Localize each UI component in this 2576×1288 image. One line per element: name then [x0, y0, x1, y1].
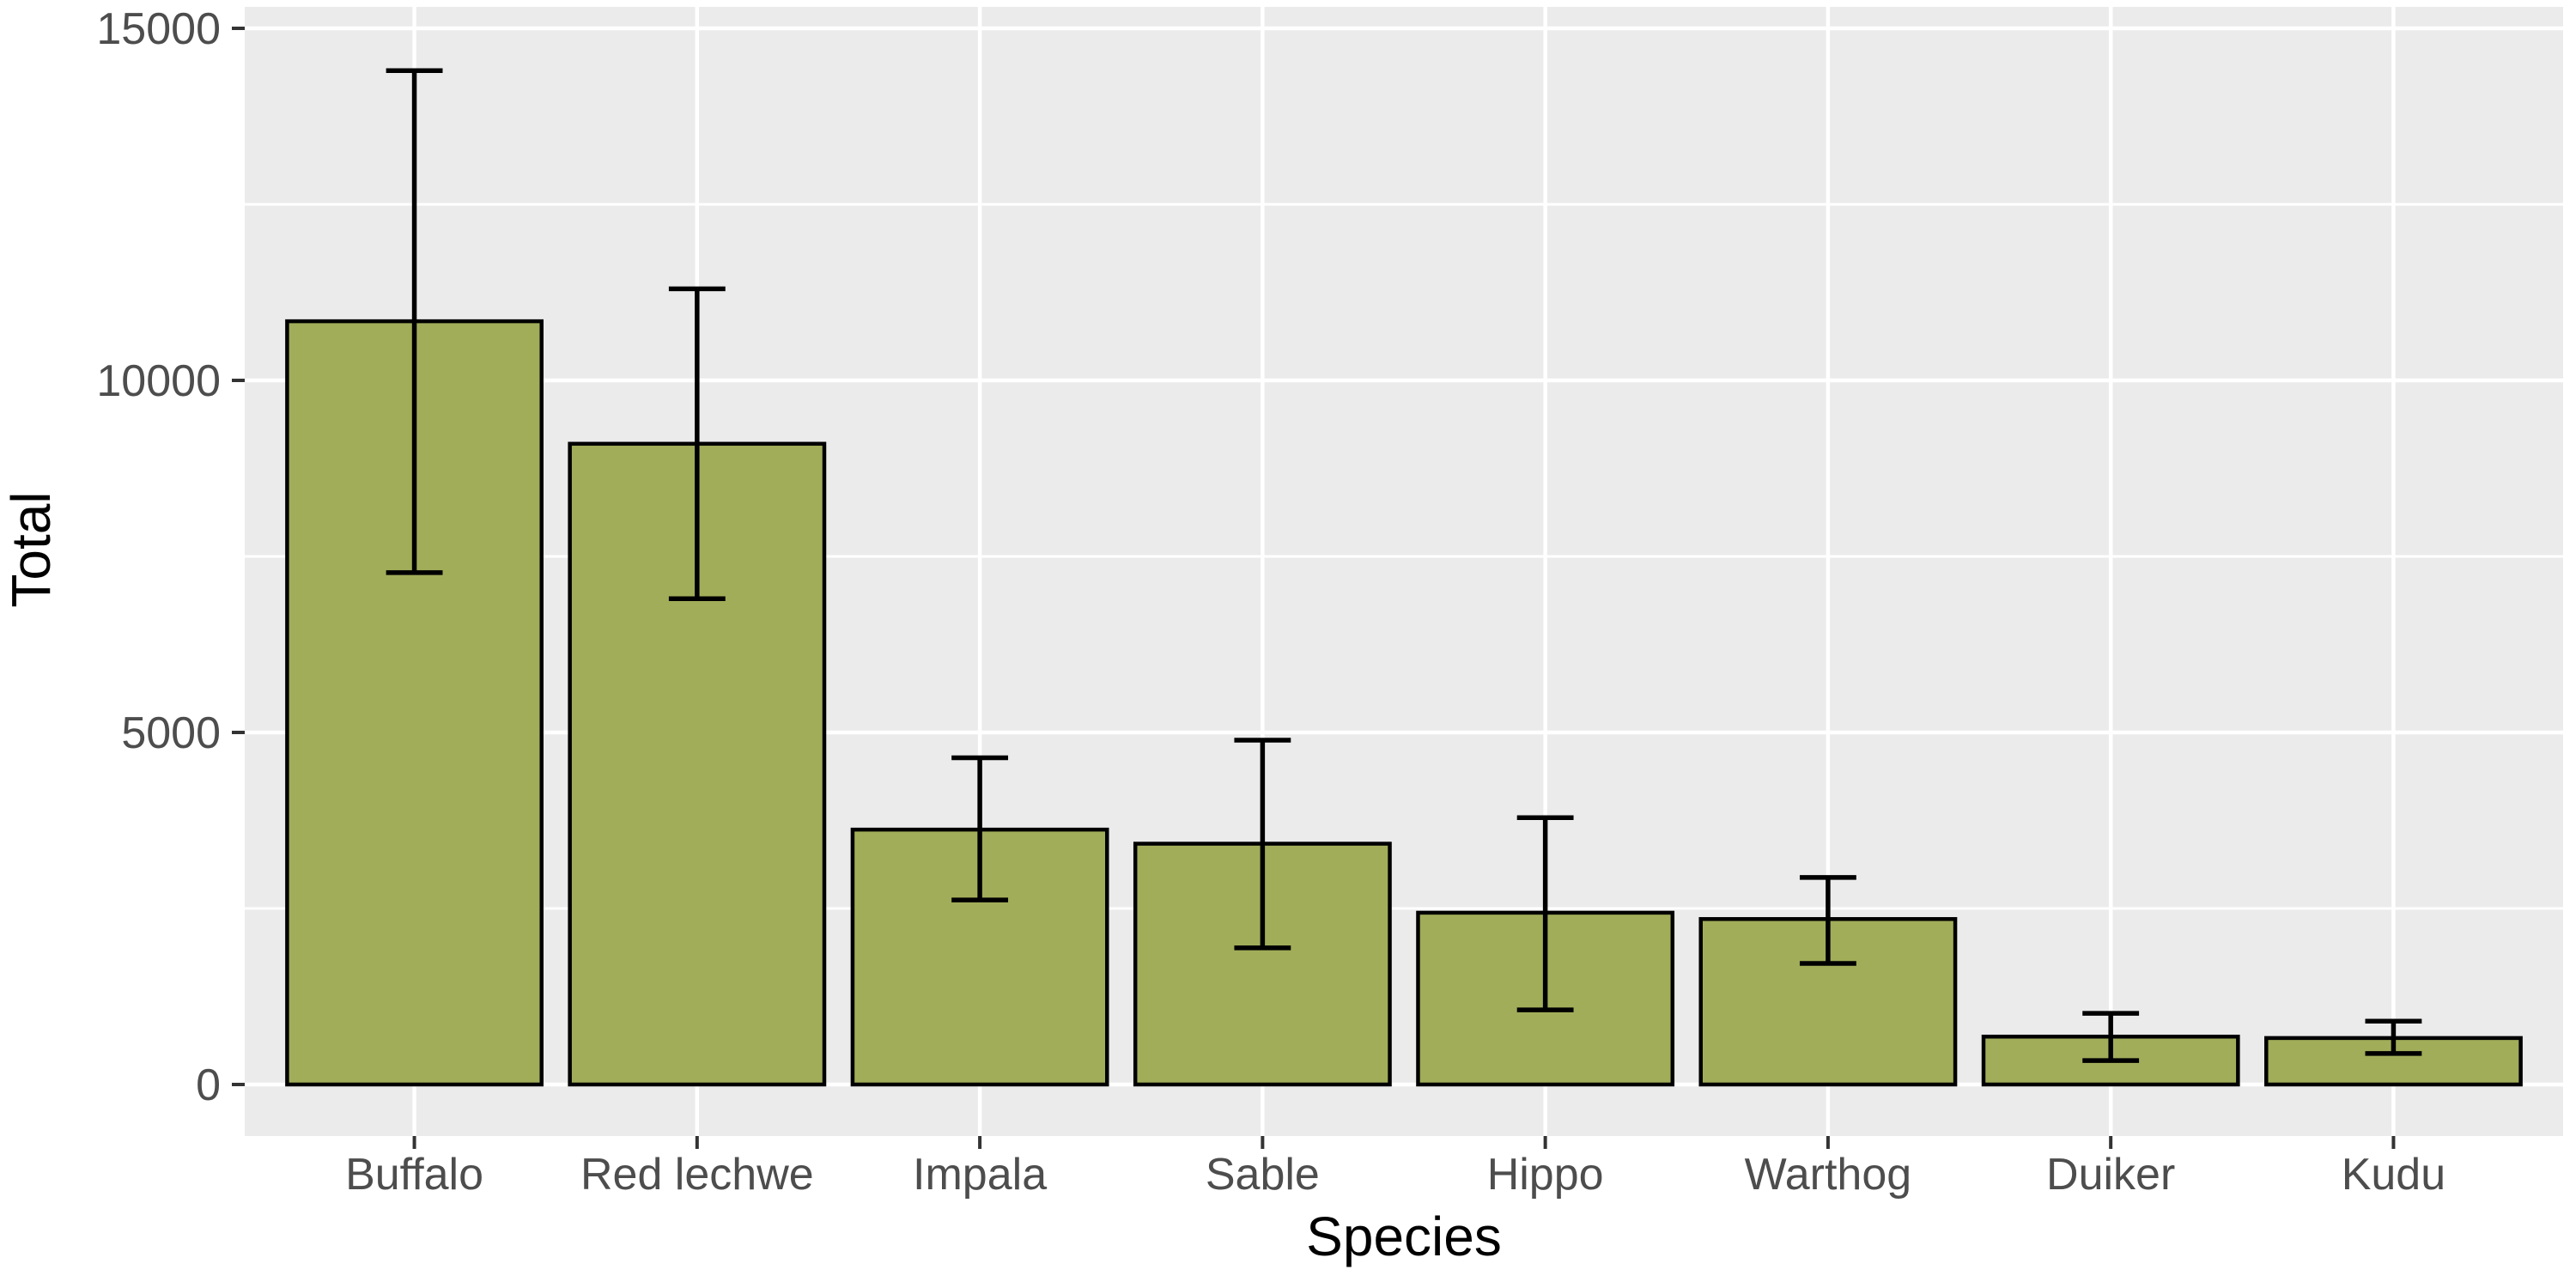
- x-tick-label-duiker: Duiker: [2046, 1150, 2175, 1200]
- y-tick-label-5000: 5000: [121, 708, 221, 758]
- x-tick-label-buffalo: Buffalo: [345, 1150, 483, 1200]
- x-tick-label-sable: Sable: [1206, 1150, 1320, 1200]
- axes: 0 5000 10000 15000 Buffalo Red lechwe Impala Sa…: [96, 4, 2445, 1200]
- y-tick-label-15000: 15000: [96, 4, 221, 54]
- x-axis-title: Species: [1306, 1206, 1502, 1267]
- x-tick-label-kudu: Kudu: [2342, 1150, 2445, 1200]
- x-tick-label-red-lechwe: Red lechwe: [580, 1150, 814, 1200]
- x-tick-label-warthog: Warthog: [1745, 1150, 1912, 1200]
- x-tick-label-hippo: Hippo: [1487, 1150, 1604, 1200]
- error-bars: [386, 68, 2422, 1063]
- y-tick-label-0: 0: [196, 1060, 221, 1110]
- y-axis-title: Total: [0, 491, 62, 607]
- y-tick-label-10000: 10000: [96, 356, 221, 406]
- x-tick-label-impala: Impala: [913, 1150, 1047, 1200]
